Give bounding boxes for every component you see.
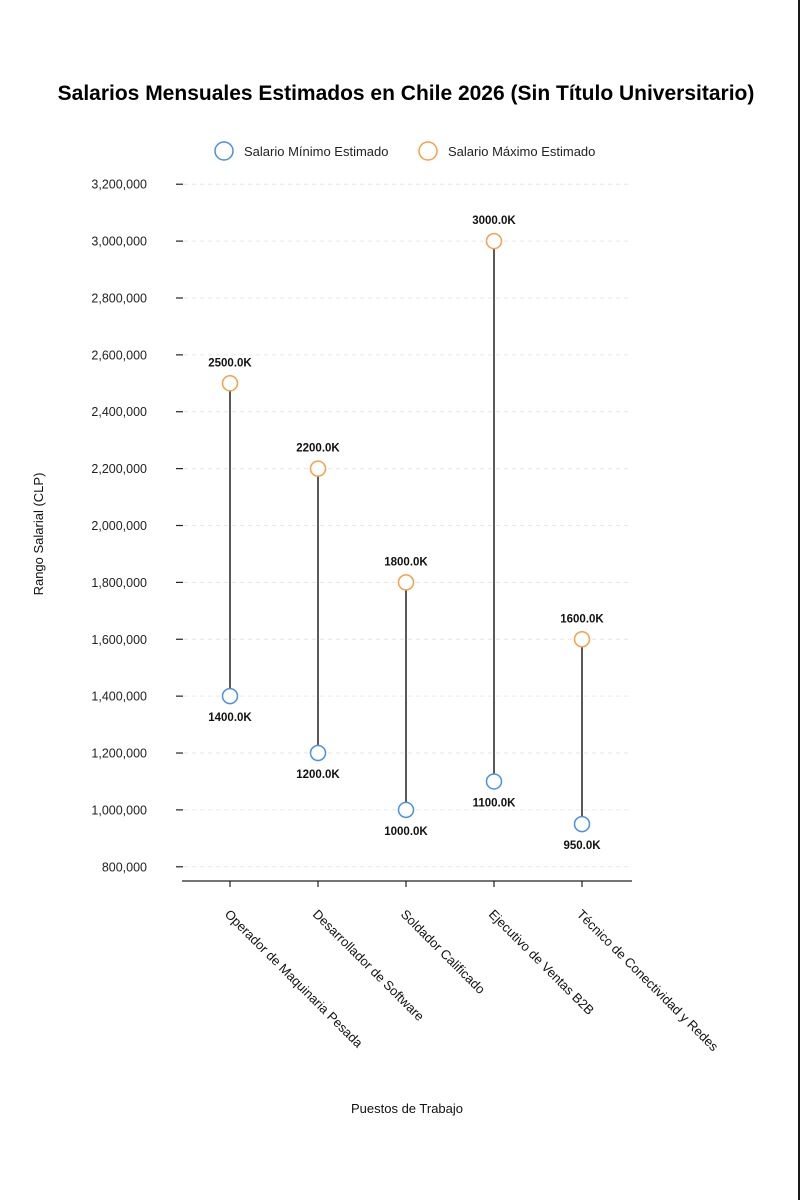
legend-label-min: Salario Mínimo Estimado <box>244 144 389 159</box>
y-tick-label: 2,600,000 <box>91 348 147 362</box>
max-value-label: 1800.0K <box>384 556 428 568</box>
y-tick-label: 1,000,000 <box>91 803 147 817</box>
y-axis-title: Rango Salarial (CLP) <box>31 473 46 596</box>
gridlines <box>184 183 632 868</box>
legend-marker-max <box>418 141 438 161</box>
y-tick-label: 1,800,000 <box>91 576 147 590</box>
min-salary-point <box>309 744 327 762</box>
y-tick-label: 2,200,000 <box>91 462 147 476</box>
y-tick-label: 1,200,000 <box>91 747 147 761</box>
min-salary-point <box>397 801 415 819</box>
max-value-label: 2500.0K <box>208 357 252 369</box>
max-salary-point <box>397 574 415 591</box>
min-value-label: 1000.0K <box>384 826 428 838</box>
y-tick-label: 1,600,000 <box>91 633 147 647</box>
max-salary-point <box>221 375 239 392</box>
y-tick-label: 2,400,000 <box>91 405 147 419</box>
x-axis-categories: Operador de Maquinaria PesadaDesarrollad… <box>222 881 722 1054</box>
chart-title: Salarios Mensuales Estimados en Chile 20… <box>58 82 755 105</box>
x-category-label: Operador de Maquinaria Pesada <box>222 907 367 1052</box>
min-salary-point <box>221 687 239 705</box>
min-value-label: 1100.0K <box>473 797 517 809</box>
y-tick-label: 3,200,000 <box>91 178 147 192</box>
x-category-label: Soldador Calificado <box>398 907 488 997</box>
max-value-label: 2200.0K <box>296 443 340 455</box>
dumbbell-markers <box>221 232 591 833</box>
legend-label-max: Salario Máximo Estimado <box>448 144 595 159</box>
min-value-label: 950.0K <box>563 840 601 852</box>
min-salary-point <box>573 815 591 833</box>
max-salary-point <box>485 232 503 250</box>
y-axis-ticks: 800,000 1,000,000 1,200,000 1,400,000 1,600,… <box>91 178 183 874</box>
x-category-label: Técnico de Conectividad y Redes <box>574 907 722 1055</box>
min-value-label: 1400.0K <box>208 712 252 724</box>
y-tick-label: 3,000,000 <box>91 235 147 249</box>
min-salary-point <box>485 773 503 790</box>
max-salary-point <box>309 460 327 477</box>
legend: Salario Mínimo Estimado Salario Máximo E… <box>214 141 595 161</box>
x-axis-title: Puestos de Trabajo <box>351 1101 463 1116</box>
y-tick-label: 2,000,000 <box>91 519 147 533</box>
right-edge-line <box>798 0 800 1200</box>
dumbbell-stems <box>229 241 583 825</box>
value-labels: 1400.0K 2500.0K 1200.0K 2200.0K 1000.0K 1800.… <box>208 215 604 852</box>
max-salary-point <box>573 631 591 648</box>
legend-marker-min <box>214 141 234 161</box>
y-tick-label: 800,000 <box>102 860 147 874</box>
y-tick-label: 1,400,000 <box>91 690 147 704</box>
y-tick-label: 2,800,000 <box>91 291 147 305</box>
max-value-label: 3000.0K <box>472 215 516 227</box>
max-value-label: 1600.0K <box>560 613 604 625</box>
min-value-label: 1200.0K <box>296 769 340 781</box>
